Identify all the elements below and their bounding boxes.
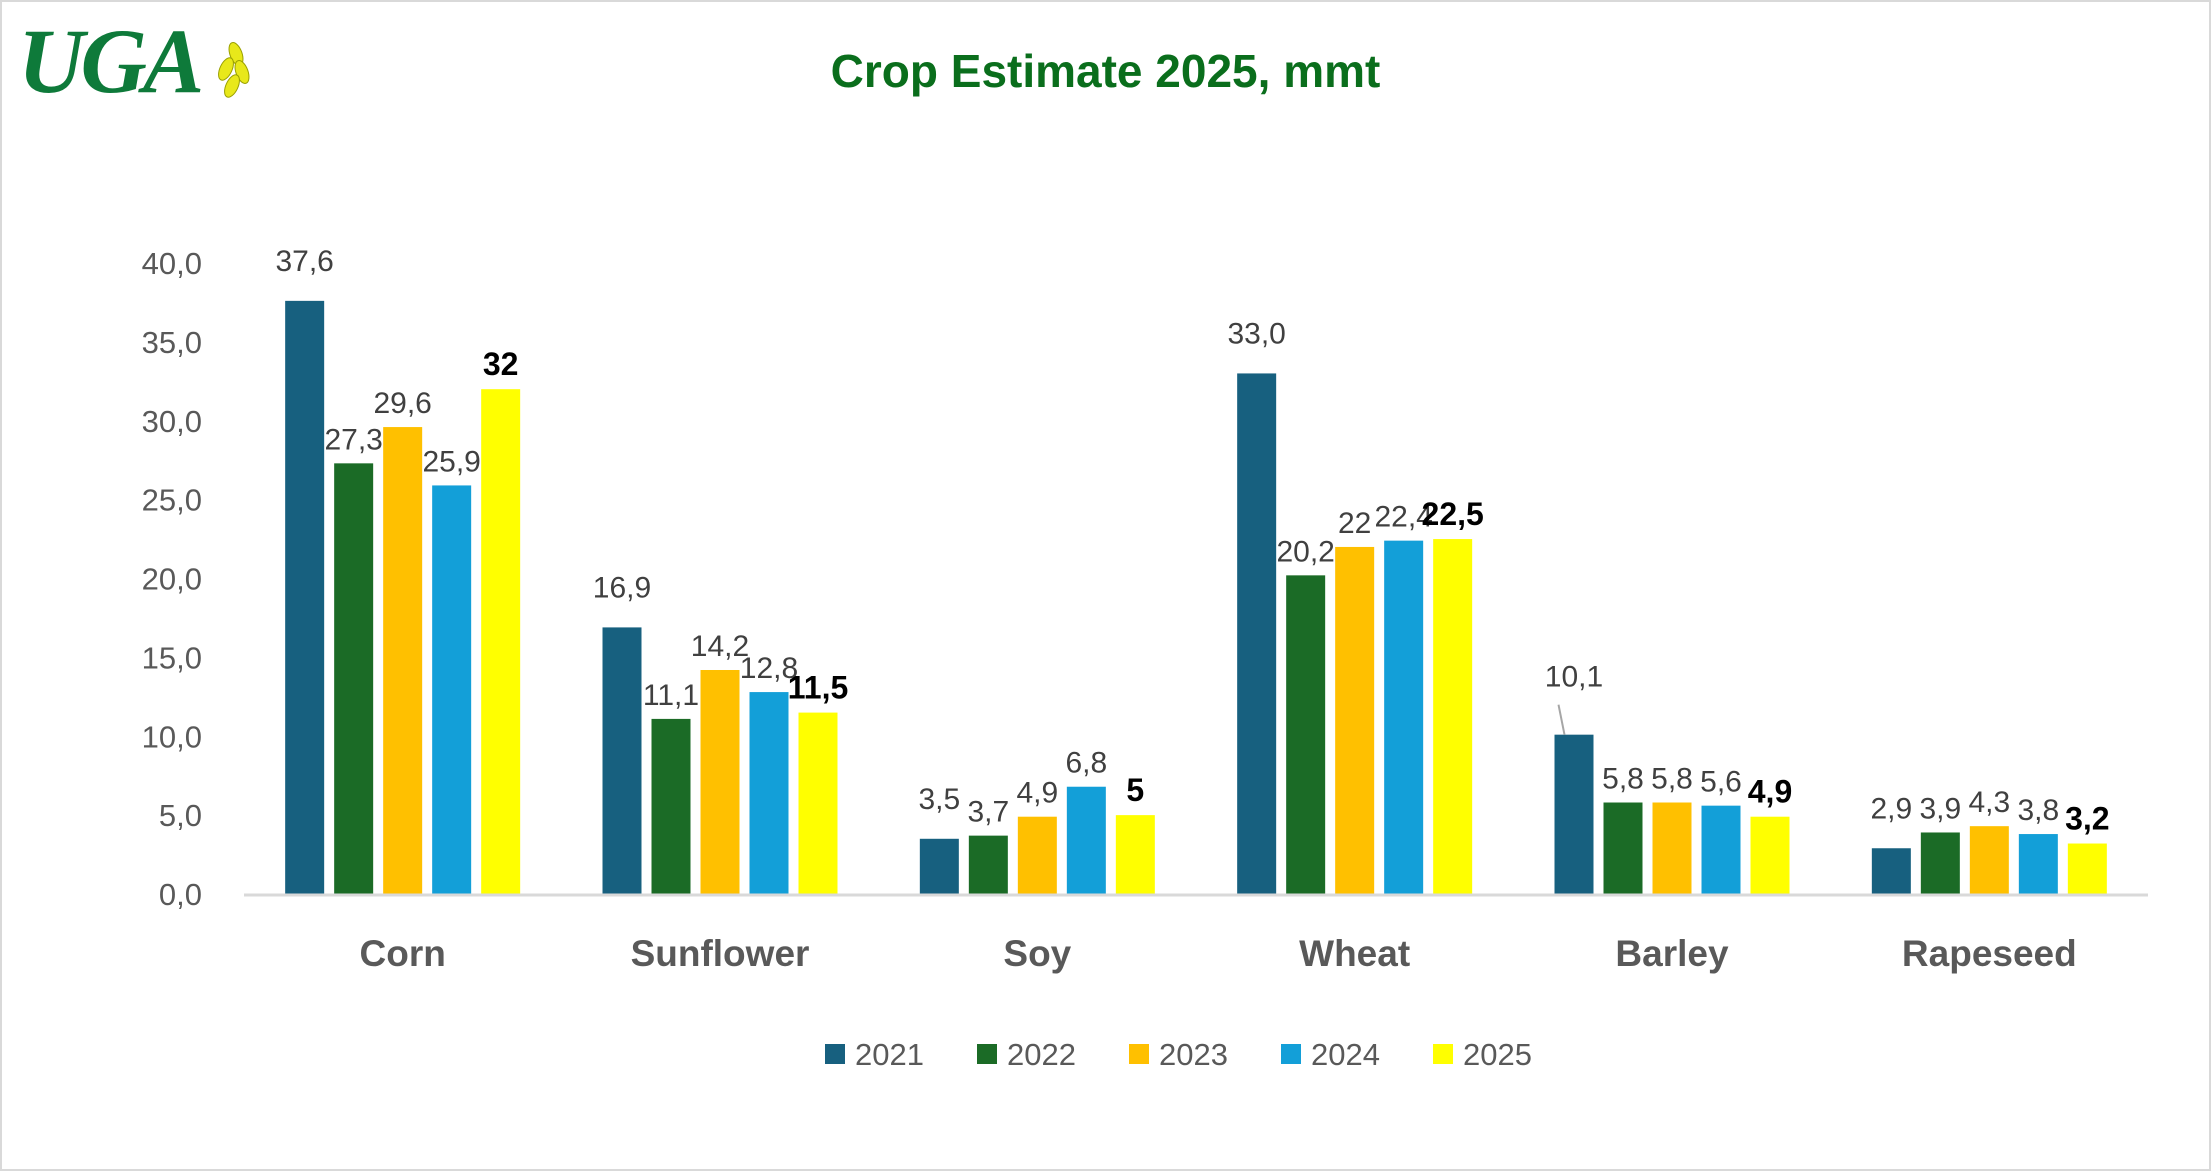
data-label: 3,9 [1919,792,1961,825]
bar-2025 [1115,815,1155,894]
category-label: Corn [360,933,446,974]
bar-2023 [1652,802,1692,894]
data-label: 32 [483,346,519,382]
y-tick-label: 20,0 [142,562,202,597]
bar-2022 [651,718,691,894]
y-tick-label: 0,0 [159,877,202,912]
data-label: 3,7 [967,796,1009,829]
data-label: 4,9 [1748,774,1792,810]
data-label: 14,2 [691,630,749,663]
data-label: 11,5 [788,670,849,706]
legend-swatch-2024 [1281,1044,1301,1064]
data-label: 25,9 [422,445,480,478]
legend-label: 2024 [1311,1037,1380,1072]
bar-2022 [1603,802,1643,894]
legend-swatch-2022 [977,1044,997,1064]
bar-2023 [383,427,423,894]
data-label: 4,9 [1016,777,1058,810]
bar-2025 [1750,816,1790,894]
data-label: 3,8 [2017,794,2059,827]
bar-2024 [1701,805,1741,894]
bar-2022 [1920,832,1960,894]
bar-2024 [1066,786,1106,894]
bar-2023 [1017,816,1057,894]
data-label: 33,0 [1227,317,1285,350]
data-label: 6,8 [1065,747,1107,780]
y-tick-label: 5,0 [159,798,202,833]
bar-2025 [798,712,838,894]
bar-2024 [1384,540,1424,894]
y-tick-label: 15,0 [142,640,202,675]
data-label: 3,2 [2065,801,2109,837]
data-label: 11,1 [643,679,699,712]
bar-2024 [432,485,472,894]
data-label: 20,2 [1276,535,1334,568]
legend-swatch-2023 [1129,1044,1149,1064]
bar-2023 [700,669,740,894]
data-label: 3,5 [918,783,960,816]
bar-2022 [968,835,1008,894]
data-label: 12,8 [740,652,798,685]
category-label: Barley [1615,933,1729,974]
uga-logo: UGA [14,10,264,112]
bar-2025 [1433,539,1473,894]
bar-2023 [1969,826,2009,894]
data-label: 2,9 [1870,792,1912,825]
data-label: 5,8 [1651,763,1693,796]
bar-2022 [334,463,374,894]
legend-label: 2022 [1007,1037,1076,1072]
bar-2023 [1335,546,1375,894]
data-label: 27,3 [324,423,382,456]
leader-line [1557,704,1566,735]
bar-2025 [481,389,521,894]
data-label: 22,5 [1422,496,1484,532]
data-label: 5,8 [1602,763,1644,796]
data-label: 4,3 [1968,786,2010,819]
data-label: 10,1 [1545,661,1603,694]
y-tick-label: 35,0 [142,325,202,360]
svg-text:UGA: UGA [18,14,201,104]
bar-2021 [602,627,642,894]
legend-label: 2021 [855,1037,924,1072]
data-label: 5,6 [1700,766,1742,799]
y-tick-label: 10,0 [142,719,202,754]
category-label: Sunflower [631,933,810,974]
category-label: Rapeseed [1902,933,2077,974]
y-tick-label: 30,0 [142,404,202,439]
data-label: 16,9 [593,571,651,604]
bar-2021 [285,300,325,894]
data-label: 22,4 [1374,501,1432,534]
category-label: Soy [1003,933,1071,974]
legend-swatch-2021 [825,1044,845,1064]
bar-2021 [1871,848,1911,894]
data-label: 29,6 [373,387,431,420]
bar-2021 [1237,373,1277,894]
data-label: 37,6 [275,245,333,278]
chart-title: Crop Estimate 2025, mmt [830,45,1381,97]
bar-2024 [2018,834,2058,894]
legend-swatch-2025 [1433,1044,1453,1064]
bar-2022 [1286,575,1326,894]
data-label: 5 [1126,772,1144,808]
y-tick-label: 25,0 [142,483,202,518]
legend-label: 2025 [1463,1037,1532,1072]
data-label: 22 [1338,507,1371,540]
legend-label: 2023 [1159,1037,1228,1072]
bar-2021 [1554,734,1594,894]
category-label: Wheat [1299,933,1410,974]
bar-2021 [919,838,959,894]
y-tick-label: 40,0 [142,246,202,281]
bar-2025 [2067,843,2107,894]
bar-2024 [749,692,789,894]
